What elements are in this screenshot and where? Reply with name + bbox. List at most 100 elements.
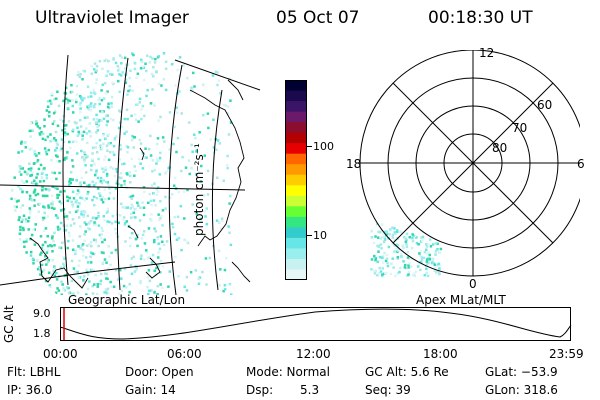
emission-dot: [65, 224, 69, 227]
emission-dot: [89, 102, 93, 105]
emission-dot: [103, 188, 106, 191]
latitude-grid: [0, 184, 246, 286]
emission-dot: [29, 169, 33, 172]
emission-dot: [93, 92, 97, 95]
emission-dot: [376, 236, 380, 239]
emission-dot: [105, 272, 109, 276]
emission-dot: [197, 277, 200, 281]
emission-dot: [32, 191, 36, 194]
emission-dot: [91, 284, 94, 288]
emission-dot: [119, 110, 122, 114]
emission-dot: [141, 233, 145, 237]
emission-dot: [44, 227, 48, 230]
emission-dot: [86, 85, 90, 88]
emission-dot: [106, 70, 110, 73]
emission-dot: [63, 158, 66, 161]
emission-dot: [72, 222, 76, 225]
emission-dot: [401, 244, 405, 248]
emission-dot: [60, 293, 64, 295]
emission-dot: [31, 129, 35, 132]
emission-dot: [54, 214, 58, 217]
status-dsp-value: 5.3: [300, 383, 320, 397]
emission-dot: [117, 292, 121, 295]
emission-dot: [120, 162, 124, 166]
emission-dot: [45, 173, 48, 177]
emission-dot: [126, 93, 129, 96]
emission-dot: [110, 95, 114, 99]
emission-dot: [13, 205, 17, 208]
emission-dot: [50, 237, 54, 240]
emission-dot: [36, 172, 39, 176]
emission-dot: [370, 236, 374, 239]
altitude-x-tick-0600: 06:00: [167, 347, 202, 361]
emission-dot: [417, 243, 420, 246]
emission-dot: [130, 138, 134, 142]
emission-dot: [41, 194, 45, 198]
emission-dot: [378, 231, 382, 234]
emission-dot: [217, 249, 221, 253]
emission-dot: [35, 160, 39, 164]
emission-dot: [64, 229, 68, 232]
emission-dot: [101, 110, 104, 114]
emission-dot: [436, 270, 440, 273]
emission-dot: [62, 99, 65, 103]
emission-dot: [156, 292, 159, 295]
emission-dot: [101, 200, 105, 204]
emission-dot: [120, 125, 123, 128]
emission-dot: [102, 97, 106, 100]
emission-dot: [157, 250, 160, 254]
emission-dot: [216, 83, 219, 87]
emission-dot: [95, 224, 98, 227]
emission-dot: [66, 199, 70, 203]
emission-dot: [143, 156, 147, 159]
emission-dot: [10, 197, 13, 201]
emission-dot: [106, 149, 109, 153]
emission-dot: [42, 179, 46, 183]
emission-dot: [59, 266, 63, 270]
emission-dot: [34, 182, 38, 186]
emission-dot: [37, 152, 41, 155]
emission-dot: [151, 88, 154, 91]
colorbar-band: [285, 143, 307, 155]
emission-dot: [77, 216, 81, 219]
emission-dot: [125, 72, 128, 75]
emission-dot: [94, 182, 98, 185]
emission-dot: [125, 108, 129, 112]
emission-dot: [111, 150, 115, 154]
emission-dot: [47, 204, 50, 207]
emission-dot: [159, 217, 162, 220]
emission-dot: [100, 146, 104, 150]
emission-dot: [29, 237, 32, 241]
emission-dot: [183, 238, 186, 241]
emission-dot: [61, 283, 64, 286]
emission-dot: [105, 180, 108, 184]
emission-dot: [34, 193, 38, 197]
emission-dot: [41, 188, 44, 192]
emission-dot: [215, 176, 219, 180]
emission-dot: [133, 270, 137, 273]
emission-dot: [158, 156, 162, 160]
emission-dot: [158, 218, 161, 222]
emission-dot: [70, 279, 74, 283]
emission-dot: [153, 61, 157, 64]
emission-dot: [100, 237, 103, 240]
emission-dot: [147, 227, 151, 230]
emission-dot: [104, 166, 107, 169]
emission-dot: [187, 121, 191, 124]
emission-dot: [100, 181, 104, 185]
emission-dot: [99, 194, 102, 198]
emission-dot: [65, 97, 68, 101]
emission-dot: [75, 100, 78, 104]
emission-dot: [382, 232, 385, 235]
emission-dot: [108, 72, 112, 76]
emission-dot: [134, 103, 138, 106]
emission-dot: [164, 67, 168, 71]
emission-dot: [107, 158, 111, 162]
emission-dot: [115, 170, 119, 173]
emission-dot: [13, 176, 16, 179]
emission-dot: [62, 262, 65, 266]
emission-dot: [133, 174, 136, 178]
emission-dot: [120, 289, 124, 293]
emission-dot: [150, 289, 153, 292]
emission-dot: [393, 227, 396, 230]
